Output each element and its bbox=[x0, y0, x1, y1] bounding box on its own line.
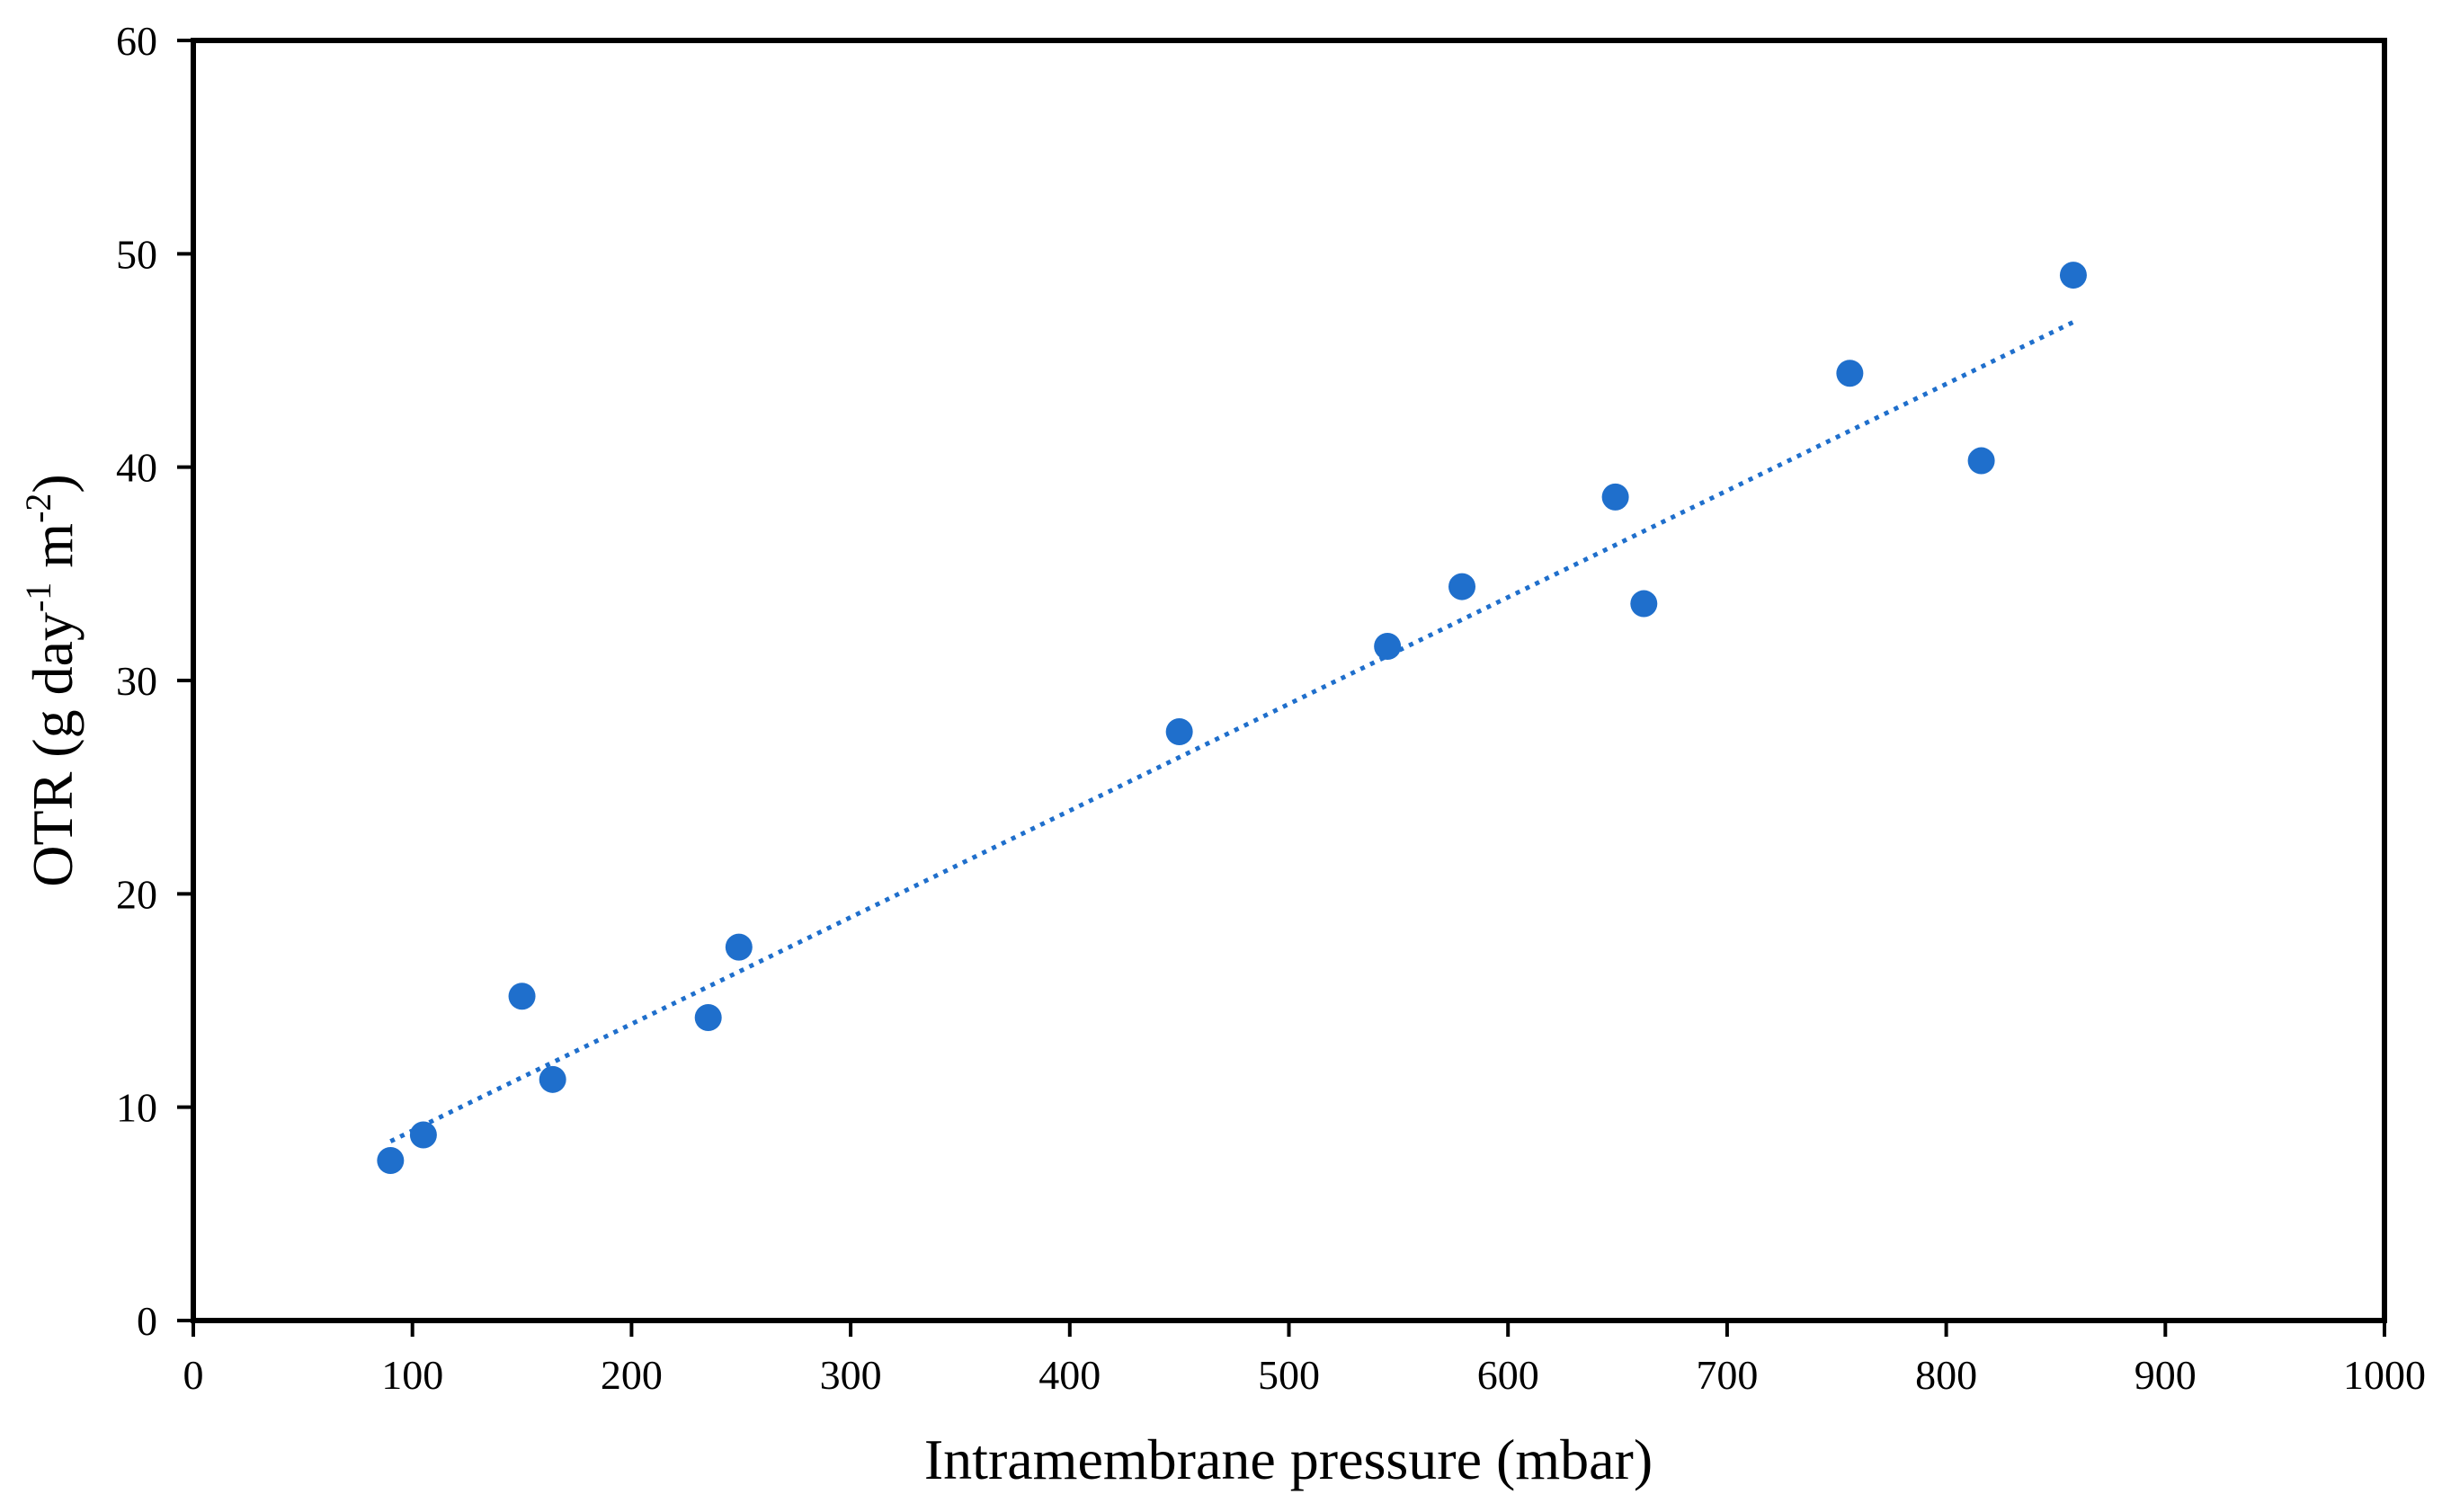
x-tick-label: 100 bbox=[381, 1352, 443, 1398]
x-tick-label: 0 bbox=[183, 1352, 204, 1398]
data-point bbox=[1967, 447, 1995, 475]
data-point bbox=[1630, 590, 1658, 618]
data-point bbox=[1601, 483, 1629, 511]
y-axis-ticks: 0 10 20 30 40 50 60 bbox=[116, 18, 193, 1344]
y-axis-title: OTR (g day-1 m-2) bbox=[18, 474, 85, 886]
data-point bbox=[1374, 633, 1402, 661]
data-point bbox=[1836, 360, 1864, 387]
x-tick-label: 600 bbox=[1477, 1352, 1539, 1398]
trendline bbox=[389, 320, 2075, 1143]
data-point bbox=[2059, 262, 2087, 289]
x-tick-label: 900 bbox=[2135, 1352, 2197, 1398]
data-points-layer bbox=[377, 262, 2087, 1174]
x-axis-title: Intramembrane pressure (mbar) bbox=[924, 1428, 1653, 1491]
data-point bbox=[508, 983, 536, 1010]
y-tick-label: 30 bbox=[116, 658, 157, 704]
y-tick-label: 50 bbox=[116, 231, 157, 277]
y-tick-label: 10 bbox=[116, 1085, 157, 1131]
y-axis-title-sup2: -2 bbox=[18, 494, 58, 523]
trendline-layer bbox=[389, 320, 2075, 1143]
x-tick-label: 800 bbox=[1915, 1352, 1977, 1398]
y-tick-label: 40 bbox=[116, 445, 157, 491]
y-axis-title-sup1: -1 bbox=[18, 583, 58, 612]
x-tick-label: 400 bbox=[1038, 1352, 1101, 1398]
x-axis-ticks: 0 100 200 300 400 500 600 700 800 900 1000 bbox=[183, 1321, 2426, 1398]
data-point bbox=[725, 933, 753, 961]
y-tick-label: 0 bbox=[137, 1298, 157, 1344]
y-axis-title-close: ) bbox=[21, 474, 85, 493]
x-tick-label: 200 bbox=[601, 1352, 663, 1398]
y-axis-title-unit: m bbox=[21, 523, 85, 583]
x-tick-label: 1000 bbox=[2343, 1352, 2426, 1398]
x-tick-label: 300 bbox=[820, 1352, 882, 1398]
x-tick-label: 700 bbox=[1696, 1352, 1758, 1398]
y-tick-label: 20 bbox=[116, 871, 157, 917]
x-tick-label: 500 bbox=[1258, 1352, 1320, 1398]
data-point bbox=[1165, 717, 1193, 745]
data-point bbox=[539, 1065, 566, 1093]
data-point bbox=[694, 1003, 722, 1031]
y-axis-title-main: OTR (g day bbox=[21, 612, 85, 887]
data-point bbox=[409, 1121, 437, 1149]
plot-frame bbox=[191, 38, 2387, 1323]
data-point bbox=[1448, 573, 1476, 600]
y-tick-label: 60 bbox=[116, 18, 157, 64]
data-point bbox=[377, 1147, 405, 1174]
